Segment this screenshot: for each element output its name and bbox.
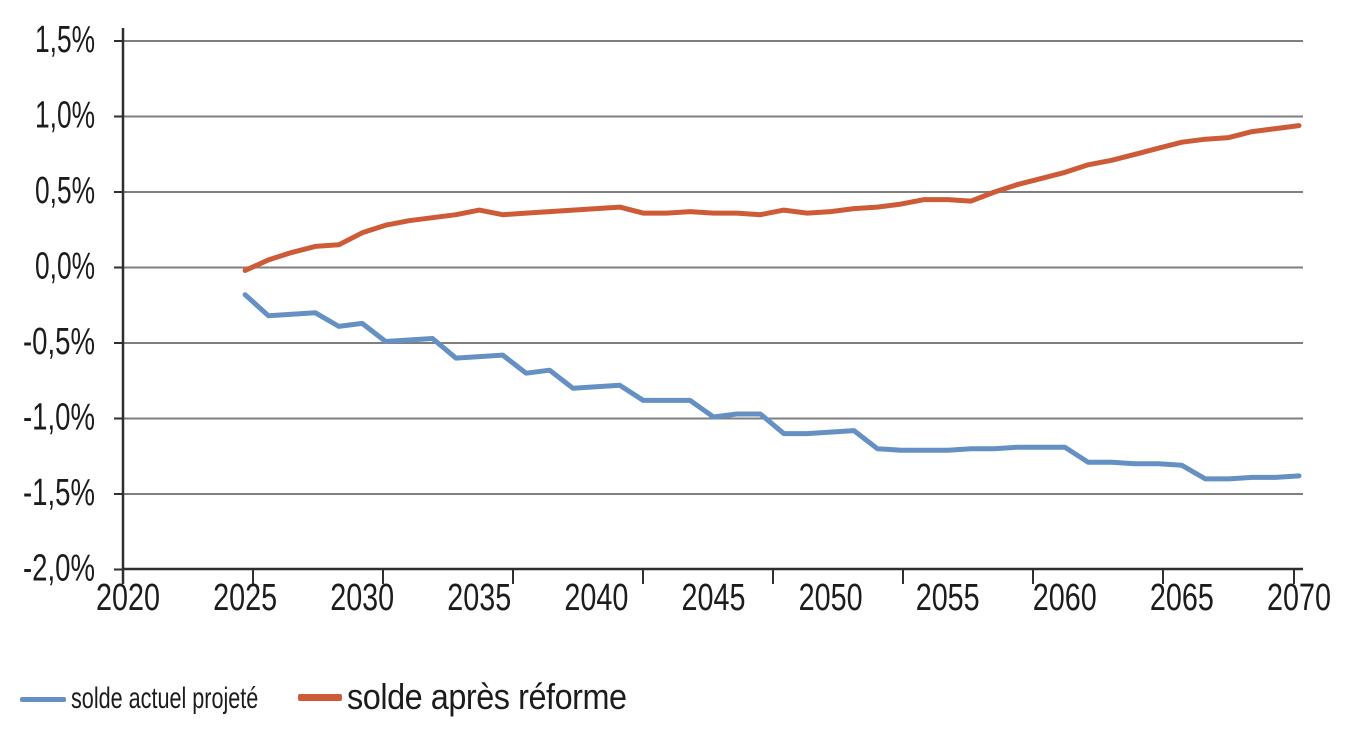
legend-item-solde-apres-reforme: solde après réforme bbox=[298, 676, 658, 718]
legend-swatch-orange-line bbox=[298, 693, 342, 701]
y-axis-label-1,5%: 1,5% bbox=[35, 19, 95, 61]
legend: solde actuel projeté solde après réforme bbox=[0, 672, 1360, 718]
x-axis-label-2030: 2030 bbox=[330, 577, 394, 619]
x-axis-label-2070: 2070 bbox=[1267, 577, 1331, 619]
legend-swatch-blue-line bbox=[20, 696, 66, 702]
y-axis-label-1,0%: 1,0% bbox=[35, 95, 95, 137]
y-axis-label--1,5%: -1,5% bbox=[23, 472, 95, 514]
series-line-solde-apres-reforme bbox=[242, 123, 1302, 273]
y-axis-label--1,0%: -1,0% bbox=[23, 397, 95, 439]
x-axis-label-2050: 2050 bbox=[799, 577, 863, 619]
x-axis-label-2020: 2020 bbox=[96, 577, 160, 619]
legend-label-solde-apres-reforme: solde après réforme bbox=[347, 676, 627, 717]
x-axis-label-2065: 2065 bbox=[1150, 577, 1214, 619]
x-axis-label-2025: 2025 bbox=[213, 577, 277, 619]
legend-label-solde-actuel-projete: solde actuel projeté bbox=[71, 682, 259, 715]
x-axis-label-2060: 2060 bbox=[1033, 577, 1097, 619]
x-axis-label-2045: 2045 bbox=[682, 577, 746, 619]
series-line-solde-actuel-projete bbox=[242, 292, 1302, 482]
x-axis-label-2035: 2035 bbox=[447, 577, 511, 619]
x-axis-label-2040: 2040 bbox=[564, 577, 628, 619]
y-axis-label--2,0%: -2,0% bbox=[23, 548, 95, 590]
legend-item-solde-actuel-projete: solde actuel projeté bbox=[20, 682, 331, 716]
y-axis-label--0,5%: -0,5% bbox=[23, 321, 95, 363]
y-axis-label-0,5%: 0,5% bbox=[35, 170, 95, 212]
x-axis-label-2055: 2055 bbox=[916, 577, 980, 619]
y-axis-label-0,0%: 0,0% bbox=[35, 246, 95, 288]
